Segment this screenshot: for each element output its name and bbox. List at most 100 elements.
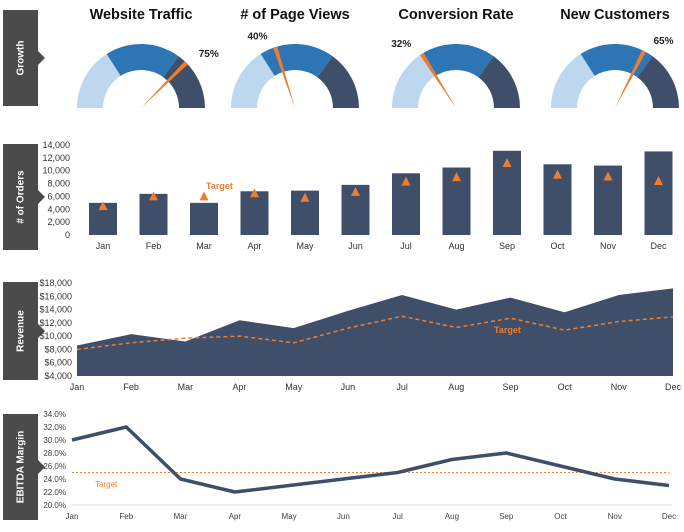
gauge-segment: [637, 56, 679, 108]
x-tick-label: Apr: [233, 382, 247, 392]
y-tick-label: 20.0%: [43, 501, 66, 510]
x-tick-label: Dec: [665, 382, 682, 392]
target-marker: [199, 191, 209, 201]
x-tick-label: Jun: [341, 382, 356, 392]
x-tick-label: Jan: [66, 512, 79, 521]
gauge-segment: [421, 44, 494, 78]
x-tick-label: Nov: [611, 382, 628, 392]
x-tick-label: Jan: [96, 241, 111, 251]
gauge-segment: [478, 56, 520, 108]
x-tick-label: Jun: [337, 512, 350, 521]
y-tick-label: $12,000: [39, 318, 72, 328]
target-marker: [98, 201, 108, 211]
section-tab-orders: # of Orders: [3, 144, 45, 250]
gauge-segment: [231, 53, 275, 108]
revenue-area: [77, 288, 673, 376]
gauge-segment: [77, 53, 121, 108]
x-tick-label: Jan: [70, 382, 85, 392]
target-marker: [502, 158, 512, 167]
y-tick-label: 22.0%: [43, 488, 66, 497]
target-marker: [351, 186, 360, 196]
gauge-title: Conversion Rate: [398, 7, 514, 23]
x-tick-label: Feb: [146, 241, 162, 251]
y-tick-label: 8,000: [47, 179, 70, 189]
gauge-needle: [419, 52, 456, 108]
x-tick-label: Aug: [448, 241, 464, 251]
y-tick-label: 30.0%: [43, 436, 66, 445]
target-marker: [654, 176, 663, 185]
gauge-segment: [551, 53, 595, 108]
y-tick-label: 12,000: [42, 153, 70, 163]
x-tick-label: Feb: [123, 382, 139, 392]
y-tick-label: 34.0%: [43, 410, 66, 419]
section-tab-revenue: Revenue: [3, 282, 45, 380]
target-marker: [553, 169, 562, 179]
gauge-title: # of Page Views: [240, 7, 350, 23]
gauge-segment: [317, 56, 359, 108]
target-line: [76, 315, 674, 351]
target-annotation: Target: [206, 181, 233, 191]
gauge-value-label: 75%: [199, 49, 219, 60]
gauge-needle: [615, 49, 647, 108]
x-tick-label: Mar: [174, 512, 188, 521]
y-tick-label: 14,000: [42, 140, 70, 150]
gauge-segment: [392, 53, 436, 108]
target-marker: [300, 192, 310, 202]
y-tick-label: 6,000: [47, 191, 70, 201]
x-tick-label: Oct: [558, 382, 573, 392]
target-marker: [452, 172, 461, 182]
section-tab-growth: Growth: [3, 10, 45, 106]
y-tick-label: 32.0%: [43, 423, 66, 432]
y-tick-label: 4,000: [47, 204, 70, 214]
x-tick-label: May: [285, 382, 303, 392]
y-tick-label: $14,000: [39, 305, 72, 315]
gauge-value-label: 32%: [391, 39, 411, 50]
y-tick-label: $16,000: [39, 291, 72, 301]
x-tick-label: Apr: [229, 512, 242, 521]
target-marker: [149, 191, 158, 201]
x-tick-label: Jul: [400, 241, 412, 251]
target-annotation: Target: [95, 480, 118, 489]
y-tick-label: 0: [65, 230, 70, 240]
bar: [240, 191, 269, 235]
x-tick-label: Mar: [178, 382, 194, 392]
x-tick-label: Aug: [445, 512, 459, 521]
y-tick-label: 24.0%: [43, 475, 66, 484]
x-tick-label: May: [296, 241, 314, 251]
gauge-segment: [163, 56, 205, 108]
x-tick-label: Sep: [502, 382, 518, 392]
gauge-needle: [273, 46, 295, 108]
target-marker: [401, 176, 411, 186]
y-tick-label: 10,000: [42, 166, 70, 176]
x-tick-label: May: [282, 512, 297, 521]
target-marker: [250, 188, 259, 198]
x-tick-label: Oct: [554, 512, 567, 521]
gauge-needle: [141, 61, 188, 108]
y-tick-label: 26.0%: [43, 462, 66, 471]
x-tick-label: Nov: [608, 512, 622, 521]
x-tick-label: Jul: [393, 512, 403, 521]
ebitda-line: [71, 425, 670, 494]
y-tick-label: $18,000: [39, 278, 72, 288]
gauge-value-label: 40%: [247, 32, 267, 43]
x-tick-label: Oct: [550, 241, 565, 251]
x-tick-label: Feb: [119, 512, 133, 521]
gauge-title: New Customers: [560, 7, 670, 23]
y-tick-label: $4,000: [44, 371, 72, 381]
target-marker: [603, 171, 613, 181]
gauge-value-label: 65%: [654, 36, 674, 47]
x-tick-label: Jul: [396, 382, 408, 392]
y-tick-label: $6,000: [44, 358, 72, 368]
x-tick-label: Apr: [247, 241, 261, 251]
x-tick-label: Jun: [348, 241, 363, 251]
y-tick-label: 2,000: [47, 217, 70, 227]
target-annotation: Target: [494, 325, 521, 335]
x-tick-label: Sep: [499, 512, 514, 521]
x-tick-label: Aug: [448, 382, 464, 392]
x-tick-label: Mar: [196, 241, 212, 251]
x-tick-label: Dec: [650, 241, 667, 251]
x-tick-label: Dec: [662, 512, 676, 521]
y-tick-label: $8,000: [44, 344, 72, 354]
